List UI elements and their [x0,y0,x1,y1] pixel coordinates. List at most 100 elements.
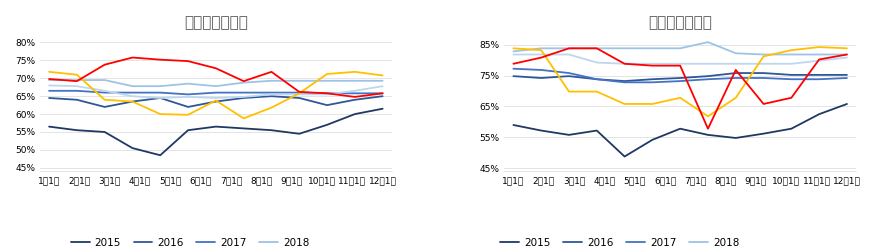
2021 [759,103,769,106]
2017 [322,92,332,95]
2020 [564,90,574,93]
2021 [675,64,686,67]
Legend: 2015, 2016, 2017, 2018: 2015, 2016, 2017, 2018 [67,234,314,252]
Title: 甲醇全国开工率: 甲醇全国开工率 [184,15,248,30]
2016 [647,78,658,81]
2020 [99,98,110,101]
2017 [564,72,574,75]
2015 [619,155,630,158]
2017 [842,77,852,80]
2020 [350,70,360,73]
2016 [759,72,769,75]
2016 [350,98,360,101]
2015 [239,127,249,130]
2018 [377,79,388,82]
2017 [267,91,277,94]
2016 [155,97,166,100]
2016 [842,73,852,76]
2020 [647,103,658,106]
2016 [99,105,110,108]
2015 [99,131,110,134]
Line: 2016: 2016 [513,73,847,81]
2019 [647,62,658,65]
2018 [99,79,110,82]
2016 [508,75,518,78]
2016 [814,73,824,76]
2021 [702,127,713,130]
2019 [210,97,221,100]
Legend: 2015, 2016, 2017, 2018: 2015, 2016, 2017, 2018 [496,234,744,252]
2021 [619,62,630,65]
2017 [210,91,221,94]
2017 [536,69,546,72]
2016 [731,72,741,75]
2020 [44,70,54,73]
2019 [702,62,713,65]
2018 [702,41,713,44]
2017 [99,91,110,94]
2021 [294,90,304,93]
2018 [619,47,630,50]
2016 [44,97,54,100]
2015 [702,133,713,136]
2015 [127,147,138,150]
2018 [322,79,332,82]
2020 [591,90,602,93]
Line: 2018: 2018 [49,80,382,86]
2020 [322,73,332,76]
2016 [322,104,332,107]
Line: 2021: 2021 [513,48,847,129]
2019 [72,85,82,88]
2015 [350,113,360,116]
2020 [731,96,741,99]
2019 [322,93,332,96]
2018 [44,79,54,82]
2021 [508,62,518,65]
Line: 2019: 2019 [513,54,847,64]
2016 [182,105,193,108]
2019 [786,62,796,65]
2018 [267,79,277,82]
2015 [536,129,546,132]
2021 [239,80,249,83]
2016 [564,75,574,78]
2017 [731,77,741,80]
2015 [647,138,658,141]
2018 [182,82,193,85]
2018 [647,47,658,50]
2019 [239,96,249,99]
2020 [377,74,388,77]
2017 [619,81,630,84]
2017 [702,78,713,81]
Line: 2018: 2018 [513,42,847,54]
2018 [350,79,360,82]
2016 [619,80,630,83]
Line: 2015: 2015 [49,109,382,155]
2015 [814,113,824,116]
2015 [786,127,796,130]
2021 [350,96,360,99]
2020 [786,49,796,52]
2015 [842,103,852,106]
2016 [72,98,82,101]
2018 [731,52,741,55]
2018 [155,85,166,88]
2018 [508,50,518,53]
2019 [44,84,54,87]
2020 [675,96,686,99]
2018 [786,53,796,56]
2016 [702,75,713,78]
2016 [591,78,602,81]
2019 [267,93,277,96]
2017 [759,77,769,80]
2019 [591,61,602,64]
2016 [675,77,686,80]
2019 [294,93,304,96]
2018 [675,47,686,50]
2020 [536,49,546,52]
Title: 西北甲醇开工率: 西北甲醇开工率 [648,15,712,30]
2019 [842,56,852,59]
2018 [239,81,249,84]
2019 [731,62,741,65]
2021 [842,53,852,56]
